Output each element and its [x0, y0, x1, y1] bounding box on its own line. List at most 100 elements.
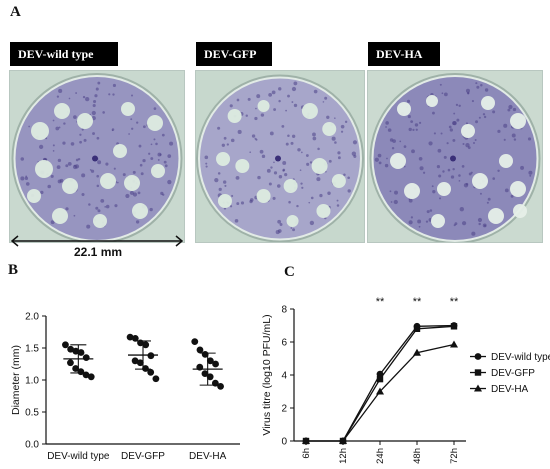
stain-speck: [497, 129, 501, 133]
stain-speck: [353, 154, 357, 158]
stain-speck: [337, 156, 341, 160]
stain-speck: [458, 104, 461, 107]
stain-speck: [81, 173, 86, 178]
stain-speck: [389, 190, 392, 193]
stain-speck: [458, 174, 461, 177]
stain-speck: [492, 110, 496, 114]
stain-speck: [442, 170, 445, 173]
stain-speck: [290, 141, 294, 145]
stain-speck: [344, 120, 348, 124]
photo-label-wild-type: DEV-wild type: [10, 42, 118, 66]
plaque: [257, 100, 270, 112]
plaque: [121, 102, 135, 116]
data-point: [136, 359, 144, 367]
stain-speck: [441, 92, 444, 95]
stain-speck: [278, 175, 283, 179]
legend-label: DEV-wild type: [491, 352, 550, 363]
stain-speck: [352, 140, 358, 145]
series-point-2: [376, 387, 384, 395]
stain-speck: [288, 200, 291, 204]
stain-speck: [63, 122, 66, 125]
stain-speck: [507, 108, 511, 112]
stain-speck: [340, 130, 344, 133]
stain-speck: [102, 111, 105, 114]
stain-speck: [205, 165, 208, 168]
stain-speck: [100, 198, 105, 203]
stain-speck: [112, 83, 116, 88]
stain-speck: [137, 191, 141, 195]
stain-speck: [520, 165, 525, 170]
stain-speck: [465, 182, 469, 186]
stain-speck: [446, 142, 449, 145]
stain-speck: [77, 157, 81, 161]
plaque: [35, 160, 53, 178]
x-tick-label: DEV-GFP: [121, 451, 165, 462]
stain-speck: [287, 94, 290, 98]
stain-speck: [150, 143, 153, 146]
stain-speck: [92, 103, 96, 108]
stain-speck: [422, 171, 426, 174]
y-tick-label: 0.0: [25, 440, 39, 451]
stain-speck: [79, 140, 82, 144]
diameter-scatter-chart: 0.0 0.5 1.0 1.5 2.0 Diameter (mm) DEV-wild typ…: [10, 312, 240, 462]
data-point: [152, 375, 160, 383]
plaque: [437, 182, 451, 196]
stain-speck: [92, 132, 95, 135]
stain-speck: [508, 104, 513, 110]
stain-speck: [150, 157, 154, 160]
stain-speck: [75, 158, 79, 162]
stain-speck: [20, 157, 25, 161]
stain-speck: [410, 216, 414, 219]
stain-speck: [471, 99, 475, 103]
data-point: [142, 365, 149, 372]
stain-speck: [432, 190, 436, 194]
stain-speck: [55, 126, 60, 131]
stain-speck: [425, 220, 429, 223]
plaque: [404, 183, 420, 199]
stain-speck: [428, 141, 433, 146]
stain-speck: [58, 126, 61, 129]
stain-speck: [317, 147, 320, 151]
x-tick-label: 6h: [301, 448, 312, 459]
stain-speck: [167, 154, 172, 158]
plaque: [397, 102, 411, 116]
plate-photo-wild-type: [9, 70, 185, 243]
x-tick-label: 12h: [338, 448, 349, 464]
data-point: [131, 357, 139, 365]
stain-speck: [73, 115, 77, 119]
plaque: [132, 203, 148, 219]
stain-speck: [293, 103, 298, 108]
stain-speck: [418, 156, 423, 161]
stain-speck: [62, 141, 66, 145]
virus-titre-line-chart: 0 2 4 6 8 Virus titre (log10 PFU/mL) 6h 12h 24h 4…: [261, 296, 550, 464]
data-point: [67, 359, 74, 367]
stain-speck: [229, 205, 233, 208]
stain-speck: [56, 165, 61, 170]
stain-speck: [136, 121, 139, 124]
stain-speck: [73, 214, 76, 217]
stain-speck: [319, 193, 323, 198]
series-point-1: [413, 325, 421, 332]
stain-speck: [497, 169, 500, 172]
stain-speck: [57, 158, 62, 163]
stain-speck: [167, 179, 172, 185]
stain-speck: [452, 138, 456, 142]
data-point: [191, 338, 199, 345]
stain-speck: [432, 111, 435, 115]
stain-speck: [259, 149, 264, 154]
stain-speck: [387, 128, 392, 132]
stain-speck: [266, 168, 271, 173]
x-tick-label: 48h: [412, 448, 423, 464]
stain-speck: [153, 107, 157, 110]
plaque: [513, 204, 527, 218]
stain-speck: [453, 112, 456, 115]
stain-speck: [82, 95, 86, 99]
x-tick-label: DEV-HA: [189, 451, 227, 462]
stain-speck: [249, 151, 252, 154]
stain-speck: [456, 118, 460, 122]
stain-speck: [81, 193, 85, 197]
stain-speck: [296, 204, 299, 208]
stain-speck: [452, 167, 455, 171]
stain-speck: [385, 121, 389, 125]
data-point: [142, 341, 150, 349]
